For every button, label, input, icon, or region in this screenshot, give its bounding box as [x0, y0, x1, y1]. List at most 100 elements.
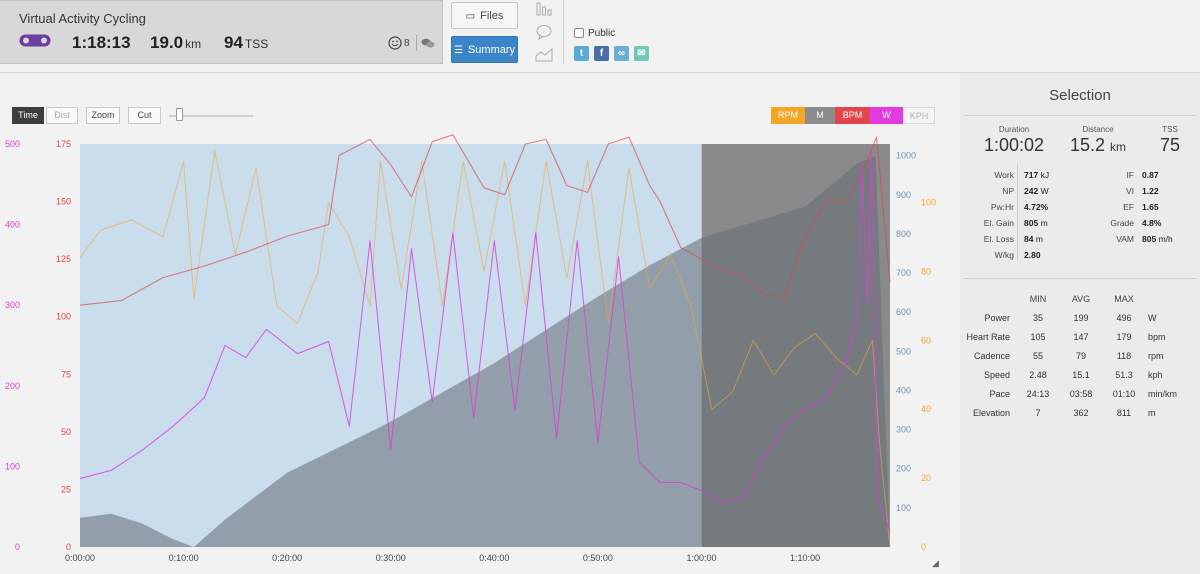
area-chart-icon[interactable] [535, 46, 553, 62]
zoom-button[interactable]: Zoom [86, 107, 120, 124]
divider [964, 115, 1196, 116]
comment-bubble-icon[interactable] [535, 24, 553, 40]
email-icon[interactable]: ✉ [634, 46, 649, 61]
table-header-avg: AVG [1071, 294, 1091, 304]
metric-value: 805 m [1024, 218, 1048, 228]
metric-number: 717 [1024, 170, 1039, 180]
selection-tss-value: 75 [1159, 135, 1181, 155]
bpm-axis-tick: 125 [56, 254, 71, 264]
legend-kph-toggle[interactable]: KPH [903, 107, 935, 124]
smiley-icon[interactable] [388, 36, 402, 50]
table-row-label: Power [984, 313, 1010, 323]
table-cell-avg: 15.1 [1072, 370, 1090, 380]
metric-value: 2.80 [1024, 250, 1041, 260]
distance-axis-button[interactable]: Dist [46, 107, 78, 124]
activity-summary-card: Virtual Activity Cycling 1:18:13 19.0 km … [0, 0, 443, 64]
public-checkbox[interactable] [574, 28, 584, 38]
watts-axis-tick: 100 [5, 461, 20, 471]
bpm-axis-tick: 175 [56, 139, 71, 149]
comments-icon[interactable] [421, 38, 435, 49]
bar-chart-icon[interactable] [535, 1, 553, 17]
summary-button-label: Summary [467, 44, 516, 56]
link-icon[interactable]: ∞ [614, 46, 629, 61]
facebook-icon[interactable]: f [594, 46, 609, 61]
elevation-axis-tick: 1000 [896, 151, 916, 161]
table-cell-unit: kph [1148, 370, 1163, 380]
metric-number: 4.72% [1024, 202, 1049, 212]
selection-distance: Distance 15.2 km [1058, 125, 1138, 156]
table-cell-unit: rpm [1148, 351, 1164, 361]
metric-unit: m [1040, 218, 1048, 228]
elevation-axis-tick: 700 [896, 268, 911, 278]
selection-duration-value: 1:00:02 [983, 135, 1045, 155]
metric-label: El. Loss [983, 234, 1014, 244]
files-button[interactable]: ▭ Files [451, 2, 518, 29]
elevation-axis-tick: 400 [896, 385, 911, 395]
metric-value: 1.65 [1142, 202, 1159, 212]
cut-button[interactable]: Cut [128, 107, 161, 124]
metric-value: 84 m [1024, 234, 1043, 244]
metric-label: Grade [1110, 218, 1134, 228]
time-axis-tick: 0:40:00 [479, 553, 509, 563]
metric-number: 1.22 [1142, 186, 1159, 196]
bpm-axis-tick: 0 [66, 542, 71, 552]
table-cell-min: 7 [1035, 408, 1041, 418]
legend-watts-toggle[interactable]: W [870, 107, 903, 124]
activity-chart[interactable]: 0100200300400500025507510012515017510020… [0, 128, 950, 574]
cadence-axis-tick: 0 [921, 542, 926, 552]
metric-value: 242 W [1024, 186, 1049, 196]
selection-tss: TSS 75 [1150, 125, 1190, 156]
time-axis-tick: 1:00:00 [686, 553, 716, 563]
zoom-slider[interactable] [169, 115, 253, 117]
elevation-axis-tick: 900 [896, 190, 911, 200]
metric-number: 2.80 [1024, 250, 1041, 260]
table-cell-avg: 199 [1073, 313, 1089, 323]
series-cadence-line [79, 150, 891, 548]
activity-tss: 94 TSS [224, 33, 268, 53]
files-icon: ▭ [465, 11, 476, 22]
files-button-label: Files [480, 10, 504, 22]
selection-panel: Selection Duration 1:00:02 Distance 15.2… [960, 73, 1200, 574]
table-cell-max: 51.3 [1115, 370, 1133, 380]
activity-distance: 19.0 km [150, 33, 201, 53]
bpm-axis-tick: 25 [61, 484, 71, 494]
metric-label: W/kg [994, 250, 1014, 260]
selection-distance-unit: km [1110, 140, 1127, 154]
selection-duration-label: Duration [998, 125, 1030, 134]
cadence-axis-tick: 60 [921, 335, 931, 345]
time-axis-button[interactable]: Time [12, 107, 44, 124]
bpm-axis-tick: 100 [56, 312, 71, 322]
table-cell-min: 2.48 [1029, 370, 1047, 380]
table-cell-max: 811 [1116, 408, 1132, 418]
metric-value: 4.8% [1142, 218, 1161, 228]
twitter-icon[interactable]: t [574, 46, 589, 61]
table-cell-max: 01:10 [1112, 389, 1136, 399]
activity-tss-unit: TSS [244, 37, 269, 51]
table-cell-min: 105 [1030, 332, 1046, 342]
divider [964, 278, 1196, 279]
metric-label: IF [1126, 170, 1134, 180]
resize-handle-icon[interactable]: ◢ [932, 558, 939, 568]
table-cell-min: 55 [1032, 351, 1043, 361]
metric-unit: W [1040, 186, 1049, 196]
table-cell-max: 496 [1116, 313, 1132, 323]
metric-unit: kJ [1040, 170, 1050, 180]
divider [1017, 164, 1018, 260]
legend-rpm-toggle[interactable]: RPM [771, 107, 805, 124]
divider [416, 35, 417, 51]
table-cell-unit: m [1148, 408, 1156, 418]
bpm-axis-tick: 50 [61, 427, 71, 437]
summary-button[interactable]: ☰ Summary [451, 36, 518, 63]
table-cell-unit: bpm [1148, 332, 1166, 342]
metric-value: 805 m/h [1142, 234, 1173, 244]
table-cell-avg: 362 [1073, 408, 1089, 418]
metric-number: 84 [1024, 234, 1034, 244]
legend-bpm-toggle[interactable]: BPM [835, 107, 870, 124]
zoom-slider-handle[interactable] [176, 108, 183, 121]
public-label: Public [588, 28, 616, 39]
table-cell-avg: 79 [1075, 351, 1086, 361]
table-row-label: Speed [983, 370, 1010, 380]
legend-elevation-toggle[interactable]: M [805, 107, 835, 124]
time-axis-tick: 0:50:00 [583, 553, 613, 563]
metric-label: VI [1125, 186, 1134, 196]
